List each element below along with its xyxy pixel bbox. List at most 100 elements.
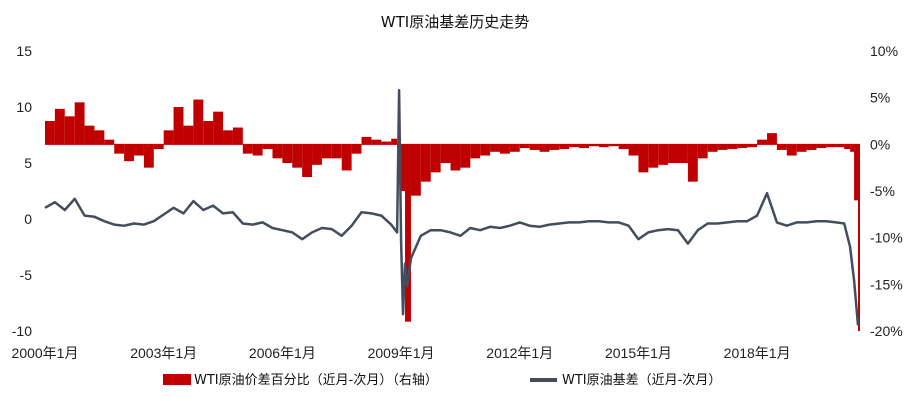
right-tick-label: -15%	[870, 276, 903, 292]
left-tick-label: 10	[16, 99, 32, 115]
percent-bar	[826, 144, 837, 148]
percent-bar	[410, 144, 421, 196]
percent-bar	[727, 144, 738, 149]
left-tick-label: 5	[24, 155, 32, 171]
percent-bar	[405, 144, 411, 322]
percent-bars-series	[45, 99, 860, 331]
percent-bar	[242, 144, 253, 154]
percent-bar	[312, 144, 322, 165]
legend-label-percent: WTI原油价差百分比（近月-次月）（右轴）	[194, 372, 438, 388]
percent-bar	[658, 144, 669, 165]
legend-label-basis: WTI原油基差（近月-次月）	[562, 372, 721, 388]
percent-bar	[549, 144, 560, 150]
percent-bar	[381, 141, 392, 145]
percent-bar	[678, 144, 688, 163]
percent-bar	[193, 99, 204, 145]
percent-bar	[430, 144, 441, 173]
percent-bar	[539, 144, 550, 152]
percent-bar	[391, 138, 398, 145]
percent-bar	[351, 144, 362, 154]
percent-bar	[796, 144, 807, 152]
percent-bar	[836, 144, 845, 148]
percent-bar	[529, 144, 540, 150]
percent-bar	[806, 144, 817, 150]
percent-bar	[854, 144, 859, 201]
legend: WTI原油价差百分比（近月-次月）（右轴） WTI原油基差（近月-次月）	[163, 372, 721, 388]
percent-bar	[668, 144, 679, 163]
right-tick-label: -20%	[870, 323, 903, 339]
percent-bar	[302, 144, 313, 177]
legend-swatch-percent	[163, 374, 191, 385]
percent-bar	[757, 139, 768, 145]
percent-bar	[767, 133, 777, 145]
percent-bar	[134, 144, 144, 156]
basis-line-series	[44, 88, 860, 326]
right-tick-label: 0%	[870, 136, 890, 152]
percent-bar	[588, 144, 599, 147]
left-tick-label: -5	[20, 267, 33, 283]
percent-bar	[569, 144, 580, 148]
x-tick-label: 2000年1月	[12, 345, 79, 361]
percent-bar	[559, 144, 570, 149]
percent-bar	[64, 116, 75, 145]
percent-bar	[321, 144, 332, 159]
left-tick-label: 15	[16, 43, 32, 59]
percent-bar	[331, 144, 342, 159]
x-tick-label: 2009年1月	[368, 345, 435, 361]
percent-bar	[173, 107, 184, 145]
percent-bar	[440, 144, 451, 163]
percent-bar	[450, 144, 461, 171]
percent-bar	[361, 136, 372, 145]
percent-bar	[460, 144, 471, 168]
percent-bar	[104, 139, 115, 145]
percent-bar	[213, 111, 224, 145]
x-axis: 2000年1月 2003年1月 2006年1月 2009年1月 2012年1月 2015年…	[12, 345, 791, 361]
percent-bar	[401, 144, 406, 191]
percent-bar	[203, 121, 214, 145]
percent-bar	[272, 144, 283, 159]
percent-bar	[420, 144, 431, 182]
percent-bar	[232, 127, 243, 145]
x-tick-label: 2018年1月	[724, 345, 791, 361]
percent-bar	[717, 144, 728, 150]
percent-bar	[252, 144, 263, 156]
percent-bar	[74, 102, 85, 145]
percent-bar	[697, 144, 708, 159]
x-tick-label: 2015年1月	[605, 345, 672, 361]
percent-bar	[262, 144, 273, 149]
percent-bar	[608, 144, 619, 147]
percent-bar	[816, 144, 827, 149]
chart-title: WTI原油基差历史走势	[381, 13, 529, 31]
percent-bar	[282, 144, 293, 163]
percent-bar	[124, 144, 135, 162]
left-axis: 15 10 5 0 -5 -10	[12, 43, 32, 339]
x-tick-label: 2003年1月	[130, 345, 197, 361]
percent-bar	[786, 144, 797, 156]
right-tick-label: -5%	[870, 183, 895, 199]
right-tick-label: 10%	[870, 43, 898, 59]
percent-bar	[858, 144, 860, 331]
percent-bar	[114, 144, 125, 154]
percent-bar	[850, 144, 855, 152]
right-tick-label: -10%	[870, 230, 903, 246]
percent-bar	[292, 144, 303, 168]
percent-bar	[143, 144, 154, 168]
percent-bar	[844, 144, 851, 149]
percent-bar	[519, 144, 530, 149]
x-tick-label: 2006年1月	[249, 345, 316, 361]
percent-bar	[223, 130, 233, 145]
percent-bar	[94, 130, 105, 145]
percent-bar	[747, 144, 758, 148]
percent-bar	[628, 144, 639, 156]
percent-bar	[737, 144, 748, 149]
percent-bar	[341, 144, 352, 171]
x-tick-label: 2012年1月	[486, 345, 553, 361]
percent-bar	[499, 144, 510, 154]
percent-bar	[687, 144, 698, 182]
percent-bar	[579, 144, 589, 149]
percent-bar	[153, 144, 164, 149]
percent-bar	[509, 144, 520, 152]
percent-bar	[183, 125, 194, 145]
percent-bar	[598, 144, 609, 148]
